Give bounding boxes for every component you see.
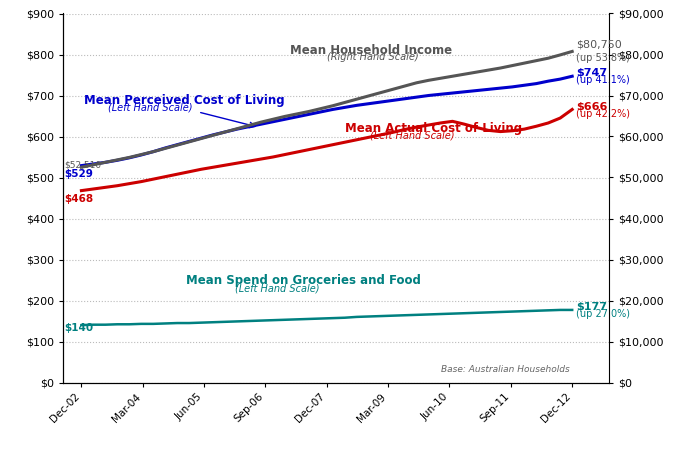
- Text: $529: $529: [64, 169, 93, 179]
- Text: (up 42.2%): (up 42.2%): [576, 109, 630, 119]
- Text: $468: $468: [64, 194, 93, 204]
- Text: $140: $140: [64, 324, 93, 333]
- Text: Mean Spend on Groceries and Food: Mean Spend on Groceries and Food: [186, 274, 421, 287]
- Text: $80,750: $80,750: [576, 39, 622, 49]
- Text: (Left Hand Scale): (Left Hand Scale): [370, 130, 454, 141]
- Text: $177: $177: [576, 302, 607, 312]
- Text: (Left Hand Scale): (Left Hand Scale): [234, 283, 319, 293]
- Text: $52,510: $52,510: [64, 161, 102, 170]
- Text: (up 41.1%): (up 41.1%): [576, 75, 629, 86]
- Text: (up 53.8%): (up 53.8%): [576, 53, 630, 63]
- Text: Mean Household Income: Mean Household Income: [290, 44, 452, 57]
- Text: (Right Hand Scale): (Right Hand Scale): [327, 52, 419, 63]
- Text: (Left Hand Scale): (Left Hand Scale): [108, 103, 193, 113]
- Text: Mean Actual Cost of Living: Mean Actual Cost of Living: [345, 122, 522, 135]
- Text: $747: $747: [576, 68, 607, 78]
- Text: Base: Australian Households: Base: Australian Households: [441, 365, 570, 374]
- Text: $666: $666: [576, 102, 607, 112]
- Text: (up 27.0%): (up 27.0%): [576, 309, 630, 319]
- Text: Mean Perceived Cost of Living: Mean Perceived Cost of Living: [84, 94, 284, 107]
